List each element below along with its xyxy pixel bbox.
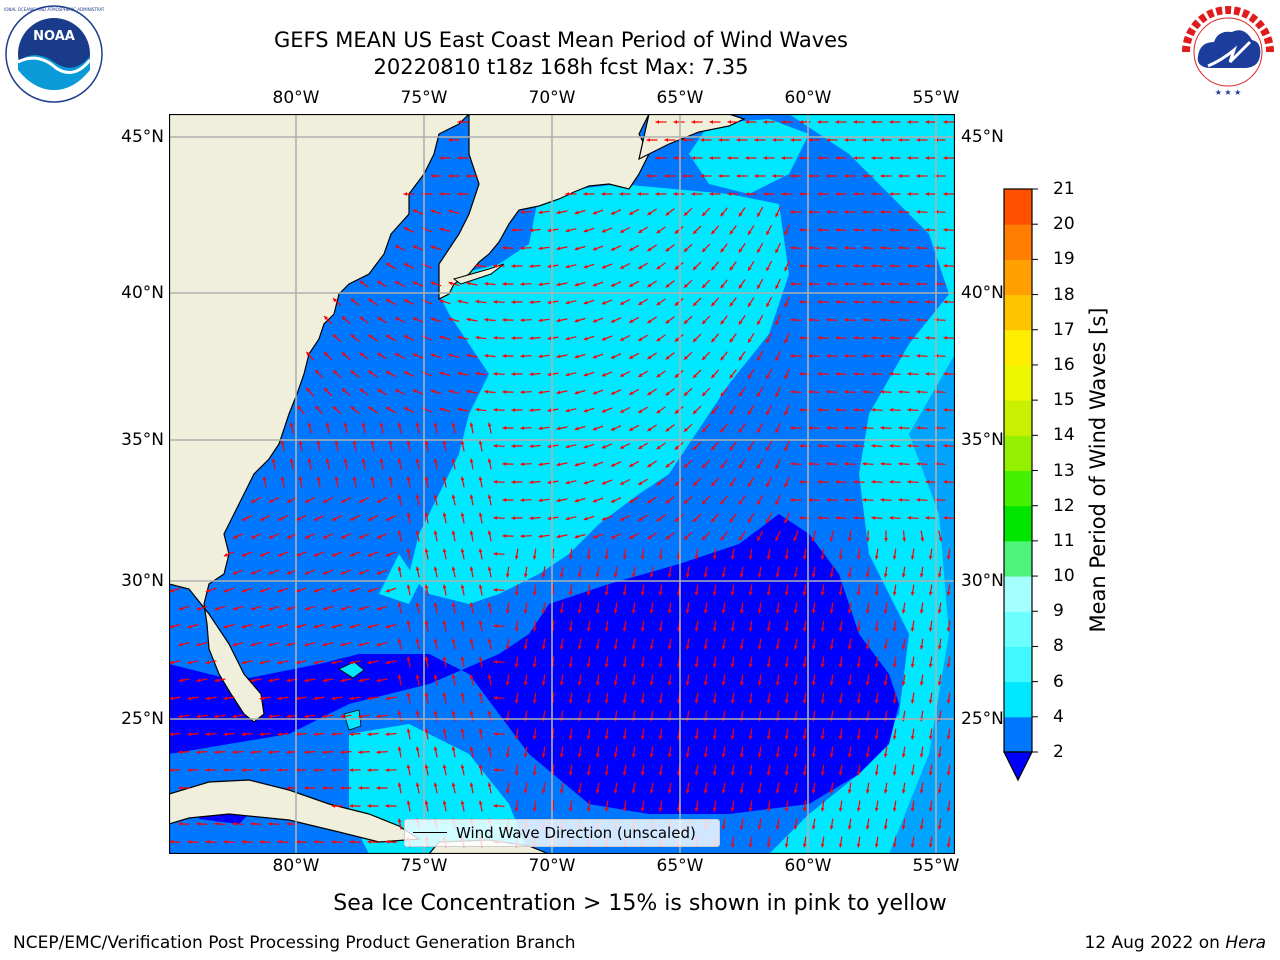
- lat-label-left: 30°N: [121, 571, 164, 591]
- svg-text:NOAA: NOAA: [33, 29, 75, 44]
- machine-name: Hera: [1225, 933, 1266, 953]
- map-frame: [169, 114, 955, 854]
- svg-text:★ ★ ★: ★ ★ ★: [1215, 88, 1242, 97]
- lat-label-right: 35°N: [961, 430, 1004, 450]
- colorbar-segment: [1004, 540, 1032, 577]
- colorbar-tick-label: 18: [1053, 284, 1075, 305]
- colorbar-title: Mean Period of Wind Waves [s]: [1086, 307, 1110, 633]
- colorbar-tick-label: 14: [1053, 425, 1075, 446]
- colorbar-tick-label: 15: [1053, 390, 1075, 411]
- lat-label-left: 40°N: [121, 283, 164, 303]
- colorbar-segment: [1004, 294, 1032, 331]
- wave-period-map: [169, 114, 955, 854]
- colorbar-tick-label: 2: [1053, 742, 1064, 762]
- lon-label-bottom: 80°W: [272, 856, 320, 876]
- colorbar-segment: [1004, 329, 1032, 366]
- colorbar-segment: [1004, 576, 1032, 612]
- lon-label-bottom: 55°W: [912, 856, 960, 876]
- colorbar-segment: [1004, 681, 1032, 718]
- colorbar-tick-label: 21: [1053, 179, 1075, 199]
- sea-ice-note: Sea Ice Concentration > 15% is shown in …: [333, 891, 947, 916]
- lat-label-right: 25°N: [961, 709, 1004, 729]
- colorbar-tick-label: 9: [1053, 601, 1064, 622]
- colorbar-segment: [1004, 400, 1032, 436]
- lon-label-bottom: 75°W: [400, 856, 448, 876]
- lon-label-top: 55°W: [912, 88, 960, 108]
- lon-label-top: 65°W: [656, 88, 704, 108]
- map-title: GEFS MEAN US East Coast Mean Period of W…: [274, 28, 848, 52]
- colorbar-segment: [1004, 470, 1032, 507]
- lon-label-top: 80°W: [272, 88, 320, 108]
- gridlines: [169, 114, 955, 854]
- colorbar-segment: [1004, 364, 1032, 401]
- ocean-4-6s-east: [769, 114, 955, 854]
- lon-label-bottom: 65°W: [656, 856, 704, 876]
- lon-label-top: 60°W: [784, 88, 832, 108]
- colorbar-segment: [1004, 224, 1032, 260]
- date-stamp: 12 Aug 2022 on Hera: [1084, 933, 1266, 953]
- map-legend: Wind Wave Direction (unscaled): [404, 819, 720, 847]
- lon-label-top: 75°W: [400, 88, 448, 108]
- lat-label-left: 25°N: [121, 709, 164, 729]
- lat-label-right: 40°N: [961, 283, 1004, 303]
- colorbar-tick-label: 20: [1053, 214, 1075, 235]
- colorbar-tick-label: 19: [1053, 249, 1075, 270]
- north-america-land: [169, 114, 470, 723]
- lat-label-right: 30°N: [961, 571, 1004, 591]
- colorbar-tick-label: 10: [1053, 566, 1075, 587]
- lat-label-left: 45°N: [121, 127, 164, 147]
- lat-label-left: 35°N: [121, 430, 164, 450]
- colorbar-segment: [1004, 611, 1032, 647]
- noaa-logo: NOAA NATIONAL OCEANIC AND ATMOSPHERIC AD…: [4, 5, 104, 103]
- ocean-4-6s-central: [409, 184, 789, 604]
- colorbar-underflow-triangle: [1003, 751, 1033, 782]
- colorbar-segment: [1004, 435, 1032, 471]
- colorbar-segment: [1004, 259, 1032, 296]
- colorbar-tick-label: 8: [1053, 636, 1064, 657]
- lon-label-bottom: 70°W: [528, 856, 576, 876]
- forecast-info: 20220810 t18z 168h fcst Max: 7.35: [373, 55, 749, 79]
- colorbar-tick-label: 4: [1053, 706, 1064, 727]
- colorbar-tick-label: 6: [1053, 671, 1064, 692]
- lon-label-bottom: 60°W: [784, 856, 832, 876]
- colorbar-segment: [1004, 505, 1032, 542]
- colorbar-tick-label: 12: [1053, 495, 1075, 516]
- colorbar: [1003, 188, 1038, 782]
- colorbar-tick-label: 13: [1053, 460, 1075, 481]
- colorbar-segment: [1004, 716, 1032, 753]
- credit-line: NCEP/EMC/Verification Post Processing Pr…: [13, 933, 576, 953]
- svg-text:NATIONAL OCEANIC AND ATMOSPHER: NATIONAL OCEANIC AND ATMOSPHERIC ADMINIS…: [4, 7, 104, 12]
- lon-label-top: 70°W: [528, 88, 576, 108]
- legend-line-swatch: [413, 832, 447, 833]
- colorbar-tick-label: 11: [1053, 530, 1075, 551]
- colorbar-segment: [1004, 189, 1032, 225]
- colorbar-segment: [1004, 646, 1032, 683]
- colorbar-tick-label: 16: [1053, 354, 1075, 375]
- national-weather-service-logo: ★ ★ ★: [1181, 5, 1275, 99]
- colorbar-tick-label: 17: [1053, 319, 1075, 340]
- legend-label: Wind Wave Direction (unscaled): [456, 824, 696, 842]
- lat-label-right: 45°N: [961, 127, 1004, 147]
